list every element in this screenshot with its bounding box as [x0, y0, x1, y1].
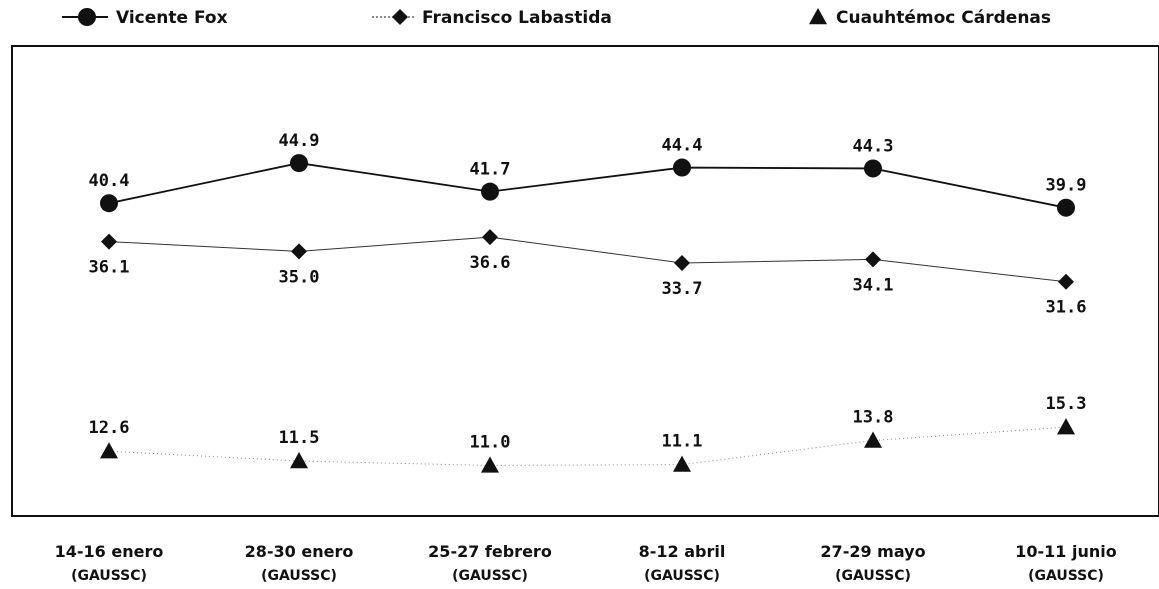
series-line [108, 162, 1067, 209]
data-point-circle [481, 182, 499, 201]
legend-item-1: Vicente Fox [62, 8, 228, 28]
series-line [108, 236, 1067, 283]
data-point-triangle [864, 431, 882, 448]
data-point-triangle [673, 455, 691, 472]
series-layer: 40.4 44.9 41.7 44.4 44.3 39.9 36.1 35.0 36.6 33.7… [89, 131, 1087, 473]
x-tick-label: 8-12 abril (GAUSSC) [639, 542, 726, 584]
data-point-diamond [1058, 273, 1074, 290]
series-line [108, 426, 1067, 466]
data-label: 44.4 [662, 136, 703, 156]
x-tick-label-source: (GAUSSC) [261, 568, 337, 584]
data-point-triangle [290, 452, 308, 469]
data-point-circle [100, 194, 118, 213]
x-tick-label-source: (GAUSSC) [71, 568, 147, 584]
data-label: 44.9 [279, 131, 320, 151]
x-tick-label-date: 8-12 abril [639, 542, 726, 561]
legend-item-3: Cuauhtémoc Cárdenas [809, 8, 1051, 28]
x-tick-label: 27-29 mayo (GAUSSC) [820, 542, 925, 584]
legend-label: Vicente Fox [116, 8, 228, 28]
data-point-diamond [101, 233, 117, 250]
x-tick-label-date: 14-16 enero [55, 542, 164, 561]
data-label: 13.8 [853, 408, 894, 428]
legend-item-2: Francisco Labastida [372, 8, 612, 28]
data-point-circle [1057, 198, 1075, 217]
data-label: 11.0 [470, 432, 511, 452]
data-label: 11.1 [662, 432, 703, 452]
x-tick-label: 10-11 junio (GAUSSC) [1015, 542, 1116, 584]
data-point-diamond [291, 243, 307, 260]
x-tick-label-source: (GAUSSC) [1028, 568, 1104, 584]
legend-marker-circle [78, 8, 96, 26]
data-label: 31.6 [1046, 298, 1087, 318]
data-label: 12.6 [89, 418, 130, 438]
x-tick-label-source: (GAUSSC) [644, 568, 720, 584]
data-point-triangle [1057, 418, 1075, 435]
series-3: 12.6 11.5 11.0 11.1 13.8 15.3 [89, 394, 1087, 473]
data-point-diamond [674, 254, 690, 271]
data-label: 11.5 [279, 428, 320, 448]
data-point-circle [864, 159, 882, 178]
data-point-diamond [865, 251, 881, 268]
data-label: 39.9 [1046, 176, 1087, 196]
data-point-triangle [100, 442, 118, 459]
x-tick-label-source: (GAUSSC) [452, 568, 528, 584]
x-tick-label-date: 25-27 febrero [428, 542, 552, 561]
x-tick-label: 28-30 enero (GAUSSC) [245, 542, 354, 584]
data-label: 34.1 [853, 275, 894, 295]
data-label: 33.7 [662, 279, 703, 299]
legend: Vicente Fox Francisco Labastida Cuauhtémoc… [62, 8, 1051, 28]
data-label: 40.4 [89, 171, 130, 191]
data-label: 15.3 [1046, 394, 1087, 414]
x-tick-label: 25-27 febrero (GAUSSC) [428, 542, 552, 584]
series-2: 36.1 35.0 36.6 33.7 34.1 31.6 [89, 229, 1087, 318]
data-label: 36.1 [89, 258, 130, 278]
data-point-circle [290, 154, 308, 173]
legend-marker-triangle [809, 8, 827, 25]
legend-label: Francisco Labastida [422, 8, 612, 28]
x-tick-label-date: 27-29 mayo [820, 542, 925, 561]
data-point-triangle [481, 456, 499, 473]
data-label: 44.3 [853, 136, 894, 156]
x-tick-label-date: 10-11 junio [1015, 542, 1116, 561]
plot-frame [11, 45, 1159, 517]
data-label: 36.6 [470, 253, 511, 273]
data-label: 41.7 [470, 160, 511, 180]
x-tick-label-source: (GAUSSC) [835, 568, 911, 584]
x-axis-labels: 14-16 enero(GAUSSC)28-30 enero(GAUSSC)25… [55, 542, 1117, 584]
data-label: 35.0 [279, 267, 320, 287]
legend-marker-diamond [392, 9, 408, 25]
data-point-circle [673, 158, 691, 177]
x-tick-label-date: 28-30 enero [245, 542, 354, 561]
data-point-diamond [482, 229, 498, 246]
x-tick-label: 14-16 enero (GAUSSC) [55, 542, 164, 584]
legend-label: Cuauhtémoc Cárdenas [836, 8, 1051, 28]
series-1: 40.4 44.9 41.7 44.4 44.3 39.9 [89, 131, 1087, 217]
